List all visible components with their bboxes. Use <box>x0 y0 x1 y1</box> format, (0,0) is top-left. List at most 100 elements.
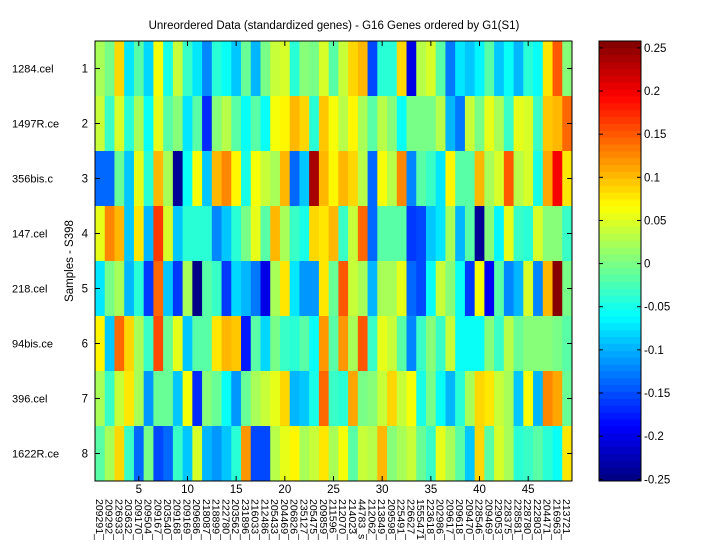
heatmap-cell <box>133 151 145 207</box>
colorbar-segment <box>599 123 641 131</box>
gene-label: 212486_ <box>258 499 270 540</box>
colorbar-segment <box>599 391 641 399</box>
sample-label: 356bis.c <box>12 174 53 186</box>
heatmap-cell <box>406 41 417 97</box>
y-tick-label: 8 <box>82 449 88 461</box>
heatmap-cell <box>416 206 427 262</box>
gene-label: 213849_ <box>375 499 387 540</box>
colorbar: -0.25 -0.2 -0.15 -0.1 -0.05 0 0.05 0.1 0.15 0.2 0.… <box>598 40 670 486</box>
heatmap-cell <box>455 316 466 372</box>
colorbar-segment <box>599 47 641 56</box>
heatmap-cell <box>270 316 281 372</box>
x-tick-label: 20 <box>278 484 291 496</box>
sample-label: 396.cel <box>12 394 47 406</box>
heatmap-cell <box>513 206 524 262</box>
heatmap-cell <box>523 316 534 372</box>
heatmap-cell <box>328 261 339 317</box>
heatmap-cell <box>143 41 154 97</box>
gene-label: 222780_ <box>219 499 231 540</box>
heatmap-cell <box>143 316 154 372</box>
heatmap-cell <box>396 261 407 317</box>
heatmap-cell <box>124 316 135 372</box>
heatmap-cell <box>95 206 106 262</box>
colorbar-segment <box>599 364 641 372</box>
heatmap-cell <box>270 371 281 427</box>
gene-label: 204471_ <box>541 499 553 540</box>
heatmap-cell <box>163 426 174 482</box>
heatmap-cell <box>494 151 505 207</box>
heatmap-cell <box>406 206 417 262</box>
heatmap-cell <box>104 151 115 207</box>
gene-label: 205475_ <box>307 499 319 540</box>
colorbar-segment <box>599 68 641 76</box>
colorbar-segment <box>599 302 641 310</box>
heatmap-cell <box>523 371 534 427</box>
gene-label: 218087_ <box>200 499 212 540</box>
heatmap-cell <box>241 41 252 97</box>
heatmap-cell <box>172 206 184 262</box>
heatmap-cell <box>523 41 534 97</box>
heatmap-cell <box>513 151 524 207</box>
heatmap-cell <box>318 41 330 97</box>
heatmap-cell <box>484 426 495 482</box>
heatmap-cell <box>163 371 174 427</box>
heatmap-cell <box>309 151 320 207</box>
heatmap-cell <box>124 41 135 97</box>
heatmap-cell <box>153 426 164 482</box>
heatmap-cell <box>202 41 213 97</box>
heatmap-cell <box>289 371 300 427</box>
heatmap-cell <box>153 206 164 262</box>
colorbar-tick-label: -0.05 <box>644 302 670 314</box>
heatmap-cell <box>474 426 485 482</box>
heatmap-cell <box>494 426 505 482</box>
colorbar-segment <box>599 336 641 344</box>
colorbar-segment <box>599 467 641 475</box>
gene-label: 203562_ <box>229 499 241 540</box>
colorbar-segment <box>599 226 641 234</box>
heatmap-cell <box>348 41 359 97</box>
heatmap-cell <box>231 316 242 372</box>
heatmap-cell <box>348 96 359 152</box>
heatmap-cell <box>416 426 427 482</box>
heatmap-cell <box>396 426 407 482</box>
heatmap-cell <box>279 151 291 207</box>
heatmap-cell <box>124 371 135 427</box>
heatmap-cell <box>114 151 125 207</box>
heatmap-cell <box>172 426 184 482</box>
gene-label: 209170_ <box>132 499 144 540</box>
heatmap-cell <box>523 206 534 262</box>
heatmap-cell <box>542 151 553 207</box>
heatmap-cell <box>552 261 563 317</box>
colorbar-segment <box>599 157 641 166</box>
heatmap-cell <box>425 371 437 427</box>
heatmap-cell <box>464 41 476 97</box>
heatmap-cell <box>133 96 145 152</box>
heatmap-cell <box>494 41 505 97</box>
heatmap-cell <box>533 426 544 482</box>
heatmap-cell <box>357 426 368 482</box>
heatmap-cell <box>396 41 407 97</box>
heatmap-cell <box>533 316 544 372</box>
heatmap-cell <box>95 41 106 97</box>
heatmap-cell <box>338 206 349 262</box>
heatmap-cell <box>211 261 222 317</box>
heatmap-cell <box>299 316 310 372</box>
heatmap-cell <box>133 426 145 482</box>
heatmap-cell <box>435 316 446 372</box>
heatmap-cell <box>114 371 125 427</box>
colorbar-tick-label: -0.1 <box>644 345 664 357</box>
heatmap-cell <box>143 371 154 427</box>
heatmap-cell <box>484 206 495 262</box>
gene-label: 222803_ <box>531 499 543 540</box>
heatmap-cell <box>552 151 563 207</box>
colorbar-segment <box>599 212 641 221</box>
heatmap-cell <box>299 96 310 152</box>
x-tick-label: 35 <box>424 484 437 496</box>
heatmap-cell <box>503 151 514 207</box>
colorbar-segment <box>599 206 641 214</box>
heatmap-cell <box>416 316 427 372</box>
heatmap-cell <box>289 151 300 207</box>
heatmap-cell <box>211 41 222 97</box>
heatmap-cell <box>241 261 252 317</box>
